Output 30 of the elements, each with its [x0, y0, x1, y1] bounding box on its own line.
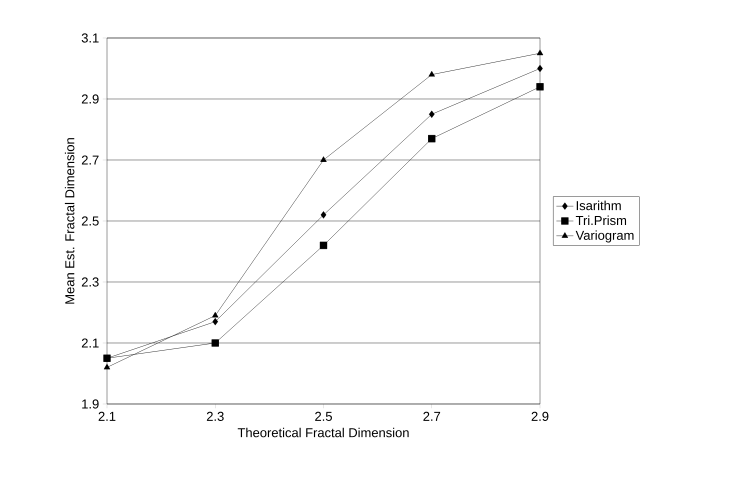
point [320, 156, 327, 162]
y-tick-label: 2.5 [82, 216, 99, 226]
legend-label: Variogram [576, 230, 634, 242]
point [320, 242, 328, 250]
y-axis-title: Mean Est. Fractal Dimension [64, 138, 74, 304]
point [320, 211, 326, 219]
y-tick-label: 2.7 [82, 155, 99, 165]
y-tick-label: 3.1 [82, 33, 99, 43]
point [536, 50, 544, 56]
x-tick-label: 2.9 [532, 412, 548, 421]
point [212, 339, 219, 347]
y-tick-label: 1.9 [82, 399, 99, 409]
point [536, 83, 544, 90]
y-tick-label: 2.1 [82, 338, 99, 348]
y-tick-label: 2.3 [82, 277, 99, 287]
legend-label: Isarithm [576, 200, 621, 210]
legend-label: Tri.Prism [576, 216, 626, 226]
point [537, 64, 543, 72]
point [212, 318, 218, 326]
y-tick-label: 2.9 [82, 94, 99, 104]
point [212, 312, 218, 318]
point [428, 70, 435, 77]
x-tick-label: 2.1 [98, 412, 116, 421]
x-axis-title: Theoretical Fractal Dimension [238, 428, 409, 438]
point [428, 110, 435, 118]
x-tick-label: 2.7 [423, 412, 440, 421]
x-tick-label: 2.3 [206, 412, 224, 421]
point [428, 134, 436, 142]
point [104, 364, 110, 370]
x-tick-label: 2.5 [315, 412, 332, 421]
